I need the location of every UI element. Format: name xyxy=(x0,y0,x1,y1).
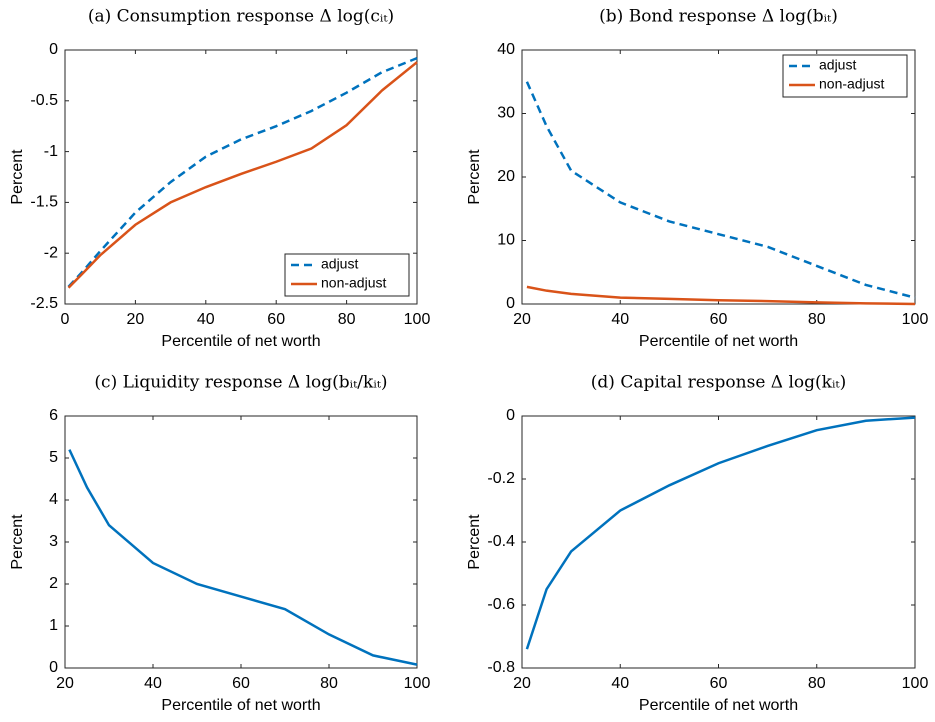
y-axis-label: Percent xyxy=(466,149,483,205)
x-tick-label: 80 xyxy=(320,675,338,692)
data-line xyxy=(525,81,916,299)
x-tick-label: 0 xyxy=(61,311,70,328)
x-axis-label: Percentile of net worth xyxy=(161,333,320,350)
x-tick-label: 20 xyxy=(513,311,531,328)
y-tick-label: 4 xyxy=(49,491,58,508)
legend-label: non-adjust xyxy=(321,275,386,291)
y-tick-label: -0.5 xyxy=(30,92,58,109)
data-line xyxy=(67,56,418,288)
axes-box xyxy=(521,49,916,305)
x-tick-label: 100 xyxy=(902,675,929,692)
x-tick-label: 60 xyxy=(267,311,285,328)
y-tick-label: 5 xyxy=(49,449,58,466)
x-tick-label: 40 xyxy=(611,311,629,328)
axes-box xyxy=(521,415,916,669)
y-tick-label: 6 xyxy=(49,407,58,424)
y-tick-label: -1 xyxy=(44,143,58,160)
x-tick-label: 40 xyxy=(197,311,215,328)
x-tick-label: 80 xyxy=(808,311,826,328)
panel: (b) Bond response Δ log(bᵢₜ) Percentile o… xyxy=(466,7,928,351)
y-tick-label: 0 xyxy=(49,41,58,58)
x-tick-label: 20 xyxy=(513,675,531,692)
y-tick-label: 3 xyxy=(49,533,58,550)
legend-label: adjust xyxy=(321,256,358,272)
x-tick-label: 100 xyxy=(404,675,431,692)
y-tick-label: 0 xyxy=(49,659,58,676)
y-axis-label: Percent xyxy=(466,514,483,570)
legend-label: non-adjust xyxy=(819,76,884,92)
data-line xyxy=(68,449,418,666)
chart-title: (d) Capital response Δ log(kᵢₜ) xyxy=(591,373,846,393)
x-tick-label: 60 xyxy=(710,675,728,692)
legend-box xyxy=(782,54,908,98)
y-axis-label: Percent xyxy=(9,149,26,205)
data-line xyxy=(526,285,916,306)
x-tick-label: 100 xyxy=(902,311,929,328)
y-tick-label: 40 xyxy=(497,41,515,58)
y-tick-label: 10 xyxy=(497,232,515,249)
y-tick-label: -0.4 xyxy=(487,533,515,550)
y-tick-label: -0.6 xyxy=(487,596,515,613)
y-tick-label: -2.5 xyxy=(30,295,58,312)
legend-box xyxy=(284,253,410,297)
y-tick-label: 0 xyxy=(506,295,515,312)
x-tick-label: 20 xyxy=(56,675,74,692)
x-tick-label: 80 xyxy=(808,675,826,692)
y-tick-label: 30 xyxy=(497,105,515,122)
y-tick-label: -0.8 xyxy=(487,659,515,676)
x-tick-label: 80 xyxy=(338,311,356,328)
panel: (a) Consumption response Δ log(cᵢₜ) Perce… xyxy=(9,7,430,351)
y-tick-label: 20 xyxy=(497,168,515,185)
y-tick-label: 2 xyxy=(49,575,58,592)
panel: (d) Capital response Δ log(kᵢₜ) Percentil… xyxy=(466,373,928,715)
x-axis-label: Percentile of net worth xyxy=(161,697,320,714)
x-tick-label: 20 xyxy=(127,311,145,328)
legend-label: adjust xyxy=(819,57,856,73)
y-tick-label: -0.2 xyxy=(487,470,515,487)
data-line xyxy=(67,61,418,289)
axes-box xyxy=(64,49,418,305)
y-tick-label: -2 xyxy=(44,244,58,261)
axes-box xyxy=(64,415,418,669)
x-tick-label: 40 xyxy=(611,675,629,692)
panel: (c) Liquidity response Δ log(bᵢₜ/kᵢₜ) Per… xyxy=(9,373,430,715)
x-tick-label: 60 xyxy=(232,675,250,692)
x-axis-label: Percentile of net worth xyxy=(639,697,798,714)
x-tick-label: 40 xyxy=(144,675,162,692)
x-tick-label: 60 xyxy=(710,311,728,328)
y-tick-label: 1 xyxy=(49,617,58,634)
data-line xyxy=(525,416,916,650)
x-axis-label: Percentile of net worth xyxy=(639,333,798,350)
chart-title: (b) Bond response Δ log(bᵢₜ) xyxy=(599,7,838,27)
x-tick-label: 100 xyxy=(404,311,431,328)
y-tick-label: -1.5 xyxy=(30,194,58,211)
y-tick-label: 0 xyxy=(506,407,515,424)
y-axis-label: Percent xyxy=(9,514,26,570)
chart-title: (a) Consumption response Δ log(cᵢₜ) xyxy=(88,7,394,27)
chart-title: (c) Liquidity response Δ log(bᵢₜ/kᵢₜ) xyxy=(94,373,387,393)
